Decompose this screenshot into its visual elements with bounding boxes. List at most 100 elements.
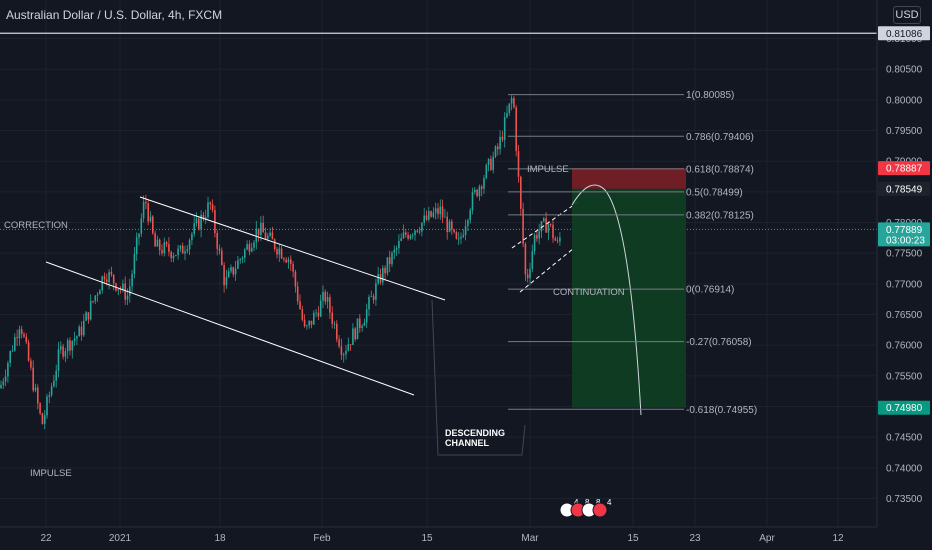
candle-body xyxy=(62,346,64,357)
candle-countdown-label: 03:00:23 xyxy=(886,235,925,246)
candle-body xyxy=(135,237,138,255)
candle-body xyxy=(287,259,290,263)
candle-body xyxy=(7,362,9,377)
candle-body xyxy=(83,320,85,336)
candle-body xyxy=(480,186,483,189)
price-tick-label: 0.76500 xyxy=(886,310,923,321)
candle-body xyxy=(460,236,462,239)
candle-body xyxy=(494,146,497,157)
candle-body xyxy=(103,276,106,280)
time-tick-label: 22 xyxy=(40,533,52,544)
price-tick-label: 0.77500 xyxy=(886,249,923,260)
candle-body xyxy=(324,291,327,302)
candle-body xyxy=(241,257,244,260)
candle-body xyxy=(453,229,455,232)
candle-body xyxy=(386,257,389,274)
candle-body xyxy=(204,217,207,219)
candle-body xyxy=(181,245,184,254)
candle-body xyxy=(368,296,370,310)
time-tick-label: 2021 xyxy=(109,533,132,544)
price-axis[interactable]: 0.735000.740000.745000.750000.755000.760… xyxy=(876,0,930,527)
short-position-tool xyxy=(571,168,686,416)
candle-body xyxy=(177,248,179,256)
candle-body xyxy=(506,113,508,118)
candle-body xyxy=(296,286,299,302)
price-tag[interactable] xyxy=(878,222,930,247)
candle-body xyxy=(145,201,147,204)
candle-body xyxy=(464,226,467,236)
candle-body xyxy=(359,318,361,328)
candle-body xyxy=(299,301,301,310)
time-tick-label: 15 xyxy=(421,533,433,544)
candle-body xyxy=(149,216,152,222)
currency-button[interactable]: USD xyxy=(893,6,921,24)
candle-body xyxy=(230,267,232,272)
take-profit-zone xyxy=(572,188,686,408)
candle-body xyxy=(340,346,343,355)
price-tag[interactable] xyxy=(878,181,930,196)
candle-body xyxy=(227,271,230,278)
time-tick-label: Mar xyxy=(521,533,539,544)
candle-body xyxy=(202,214,205,219)
price-tag[interactable] xyxy=(878,400,930,415)
candle-body xyxy=(195,218,198,224)
candle-body xyxy=(294,271,297,287)
fib-level-label: -0.27(0.76058) xyxy=(686,337,752,348)
candle-body xyxy=(156,239,159,247)
candle-body xyxy=(161,250,163,254)
candle-body xyxy=(395,248,398,250)
fib-level-label: 0.5(0.78499) xyxy=(686,187,743,198)
price-tag[interactable] xyxy=(878,26,930,41)
candle-body xyxy=(490,158,492,170)
event-badge-icon[interactable] xyxy=(592,502,608,518)
candle-body xyxy=(336,323,338,340)
candle-body xyxy=(92,300,94,302)
candle-body xyxy=(18,329,21,339)
fib-level-label: 1(0.80085) xyxy=(686,90,734,101)
candle-body xyxy=(317,312,320,317)
candle-body xyxy=(345,350,347,355)
candle-body xyxy=(41,413,44,425)
candle-body xyxy=(23,334,25,337)
candle-body xyxy=(448,221,451,232)
price-tag[interactable] xyxy=(878,161,930,176)
candle-body xyxy=(393,249,396,253)
candle-body xyxy=(172,255,175,259)
candle-body xyxy=(30,360,32,368)
candle-body xyxy=(191,233,193,241)
fib-level-label: 0(0.76914) xyxy=(686,285,734,296)
candle-body xyxy=(221,250,223,265)
candle-body xyxy=(124,283,126,300)
candle-body xyxy=(522,208,524,244)
stop-loss-zone xyxy=(572,168,686,189)
fib-level-label: 0.382(0.78125) xyxy=(686,210,754,221)
candle-body xyxy=(285,259,287,263)
callout-connector xyxy=(431,299,526,456)
candle-body xyxy=(457,238,460,240)
candle-body xyxy=(455,231,458,239)
candle-body xyxy=(142,201,145,219)
time-axis[interactable]: 22 2021 18 Feb 15 Mar 15 23 Apr 12 xyxy=(0,526,877,544)
candle-body xyxy=(34,387,37,391)
candle-body xyxy=(411,235,414,236)
candle-body xyxy=(108,271,110,282)
candle-body xyxy=(536,234,538,239)
fib-level-label: 0.618(0.78874) xyxy=(686,164,754,175)
candle-body xyxy=(262,222,264,233)
candle-body xyxy=(405,232,407,235)
candle-body xyxy=(370,296,373,298)
candle-body xyxy=(179,245,182,249)
candle-body xyxy=(73,338,76,342)
candle-body xyxy=(50,386,53,396)
candle-body xyxy=(257,228,260,235)
candle-body xyxy=(501,136,504,140)
candle-body xyxy=(352,328,354,345)
candle-body xyxy=(329,297,331,313)
candle-body xyxy=(497,146,499,150)
candle-body xyxy=(471,192,474,211)
candle-body xyxy=(0,384,2,389)
candle-body xyxy=(244,249,246,258)
time-tick-label: 12 xyxy=(832,533,844,544)
